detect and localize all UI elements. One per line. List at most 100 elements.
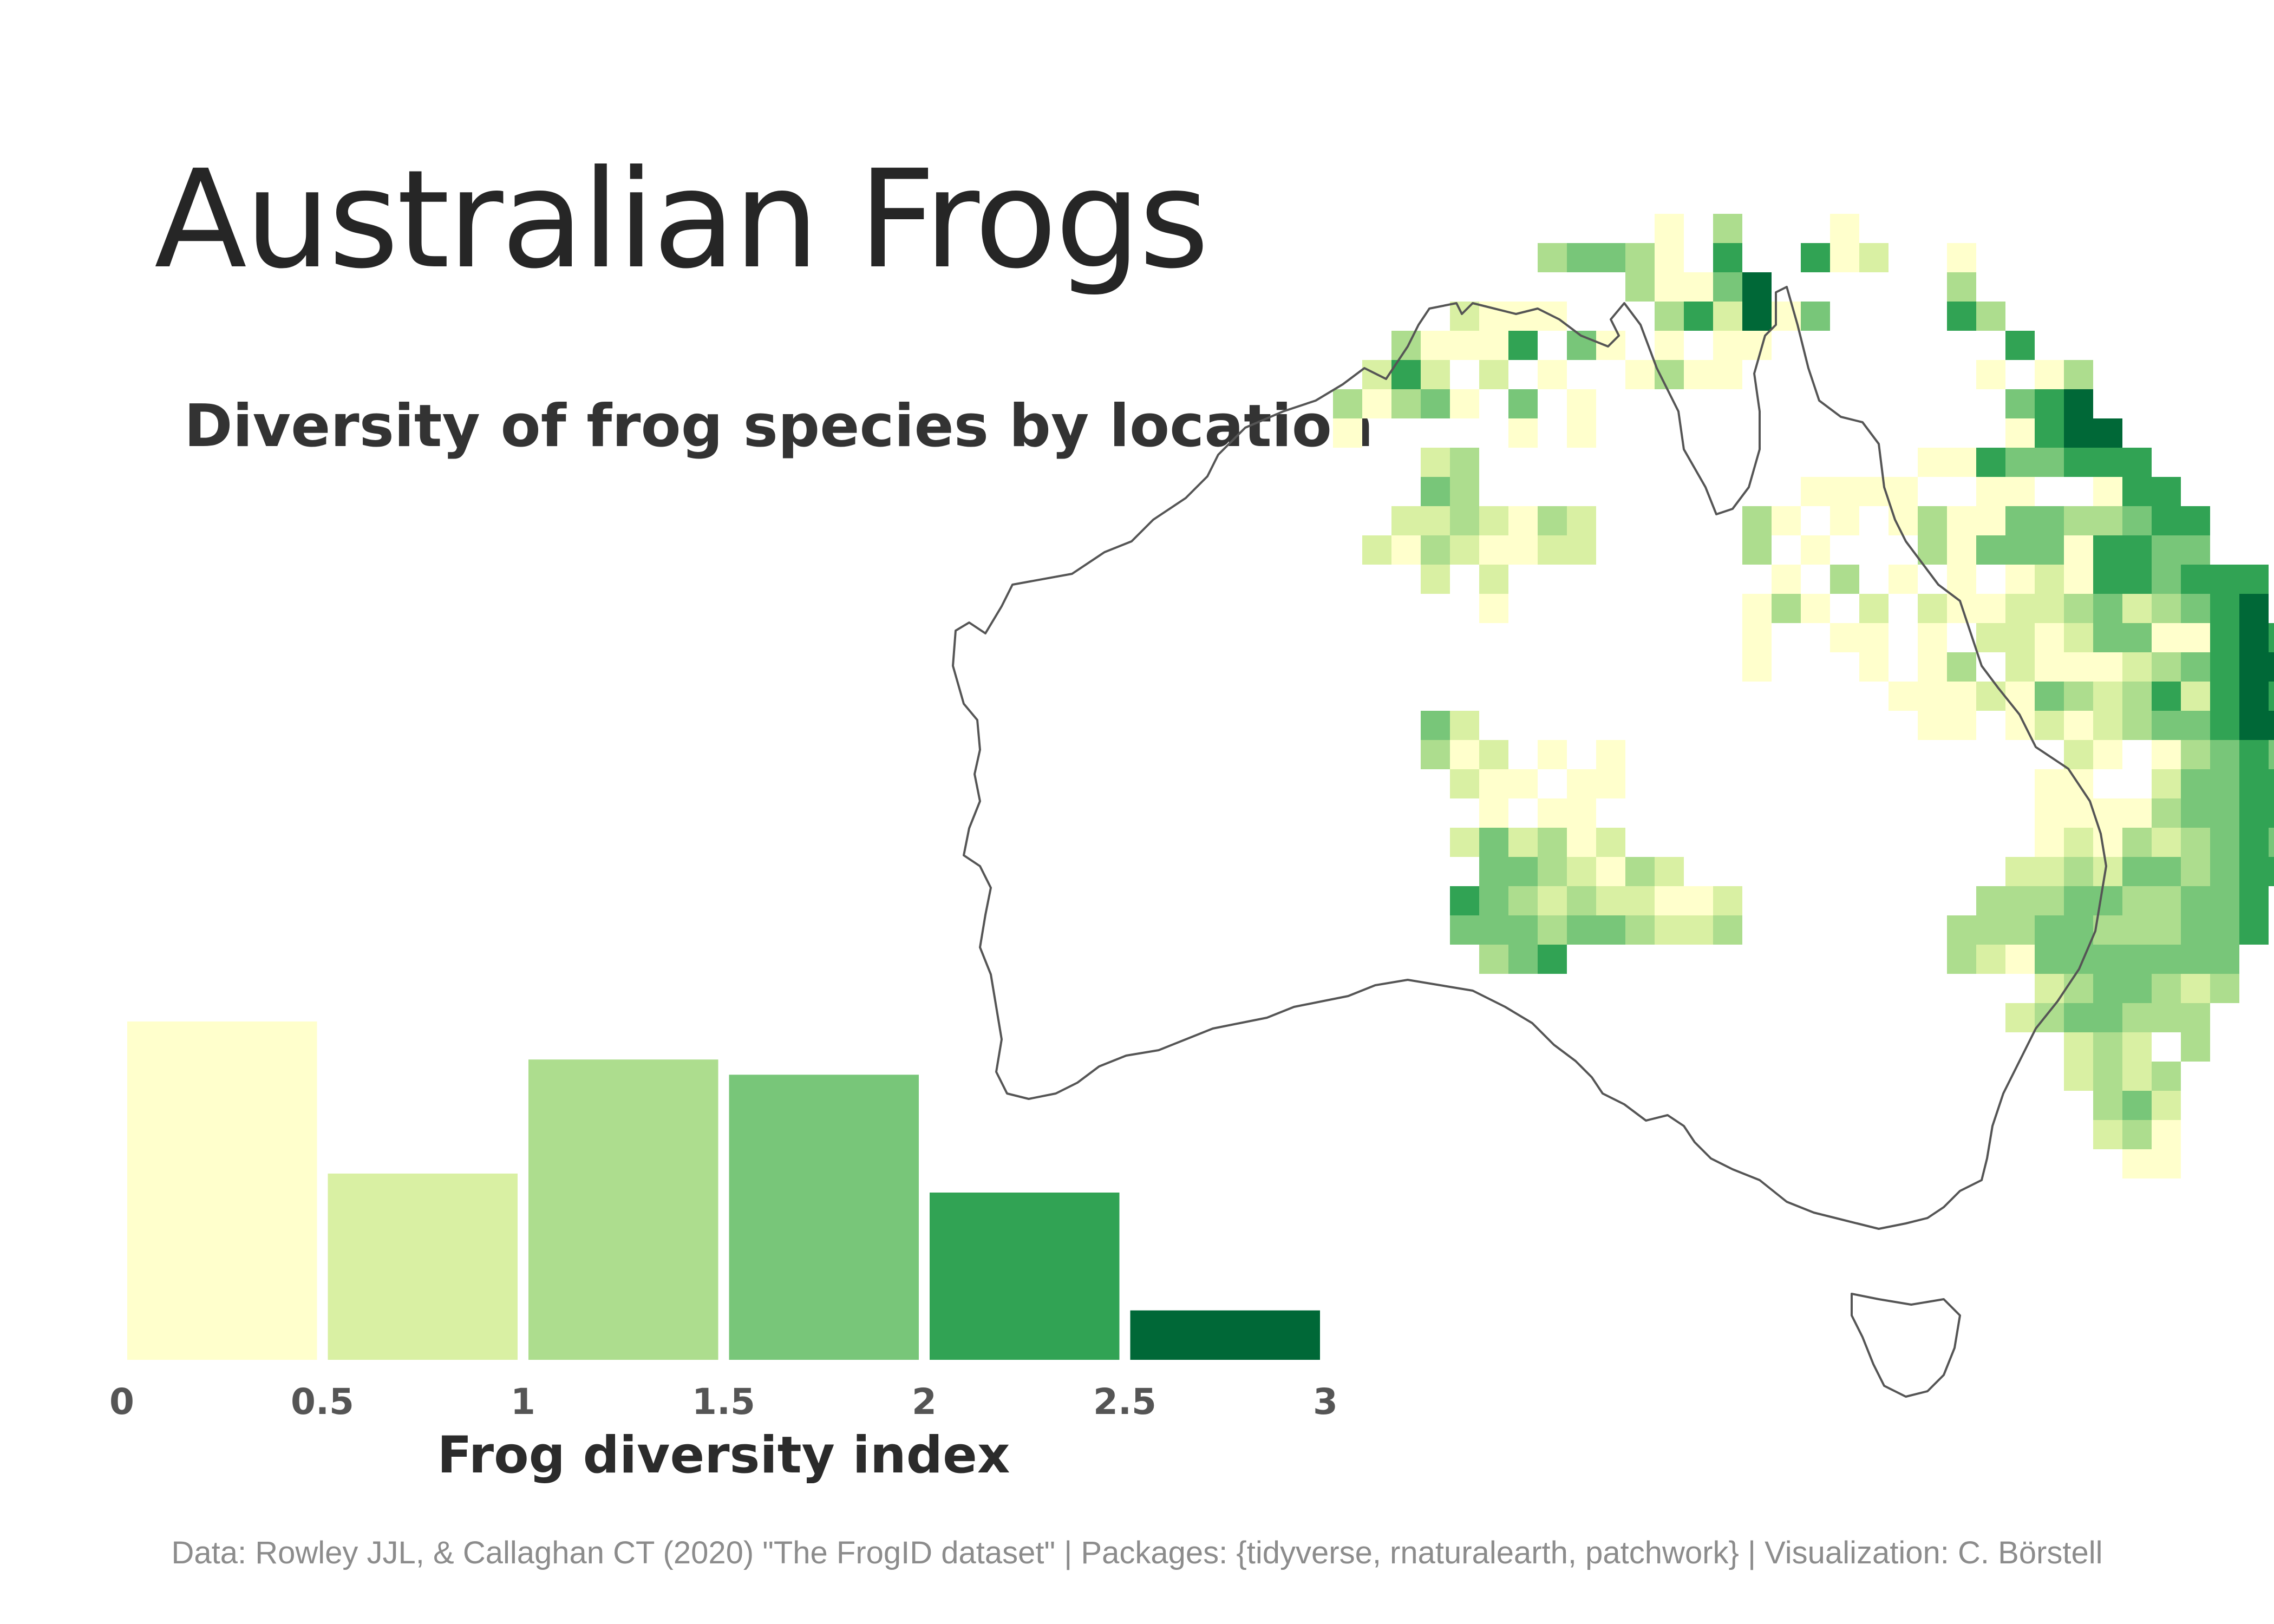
map-cell — [1742, 594, 1772, 623]
map-cell — [2064, 886, 2093, 915]
map-cell — [1918, 652, 1947, 682]
map-cell — [1362, 535, 1391, 565]
map-cell — [1976, 506, 2005, 535]
map-cell — [2093, 535, 2122, 565]
map-cell — [2035, 535, 2064, 565]
map-cell — [2152, 682, 2181, 711]
map-cell — [1655, 331, 1684, 360]
map-cell — [2152, 769, 2181, 798]
map-cell — [1567, 769, 1596, 798]
map-cell — [2122, 535, 2152, 565]
map-cell — [2122, 565, 2152, 594]
map-cell — [1625, 272, 1655, 302]
map-cell — [2181, 1003, 2210, 1032]
map-cell — [1596, 915, 1625, 945]
map-cell — [1859, 652, 1889, 682]
map-cell — [2181, 798, 2210, 828]
map-cell — [1713, 214, 1742, 243]
map-cell — [1479, 828, 1508, 857]
map-cell — [1947, 652, 1976, 682]
map-cell — [1479, 565, 1508, 594]
map-cell — [1596, 331, 1625, 360]
map-cell — [1538, 243, 1567, 272]
map-cell — [2122, 652, 2152, 682]
map-cell — [2035, 798, 2064, 828]
map-cell — [2181, 857, 2210, 886]
map-cell — [1947, 565, 1976, 594]
x-tick-label: 2.5 — [1093, 1381, 1156, 1423]
map-cell — [2152, 594, 2181, 623]
map-cell — [1830, 565, 1859, 594]
map-cell — [1772, 565, 1801, 594]
map-cell — [1976, 535, 2005, 565]
map-cell — [2210, 623, 2239, 652]
map-cell — [2005, 565, 2035, 594]
map-cell — [1713, 915, 1742, 945]
map-cell — [2122, 477, 2152, 506]
map-cell — [1947, 302, 1976, 331]
map-cell — [1479, 798, 1508, 828]
map-cell — [1655, 243, 1684, 272]
map-cell — [2005, 623, 2035, 652]
map-cell — [2181, 506, 2210, 535]
map-cell — [2093, 477, 2122, 506]
map-cell — [2152, 798, 2181, 828]
map-cell — [1742, 623, 1772, 652]
map-cell — [1684, 915, 1713, 945]
map-cell — [1976, 623, 2005, 652]
map-cell — [2181, 740, 2210, 769]
map-cell — [1713, 243, 1742, 272]
x-tick-label: 1 — [511, 1381, 535, 1423]
map-cell — [2122, 682, 2152, 711]
map-cell — [1508, 331, 1538, 360]
map-cell — [2122, 915, 2152, 945]
map-cell — [2181, 886, 2210, 915]
map-cell — [1742, 506, 1772, 535]
map-cell — [2239, 828, 2269, 857]
map-cell — [2064, 652, 2093, 682]
map-cell — [2210, 886, 2239, 915]
map-cell — [1625, 243, 1655, 272]
map-cell — [2035, 945, 2064, 974]
map-cell — [2035, 360, 2064, 389]
map-cell — [2064, 389, 2093, 418]
map-cell — [2122, 945, 2152, 974]
map-cell — [2035, 652, 2064, 682]
map-cell — [2269, 623, 2274, 652]
map-cell — [1625, 915, 1655, 945]
histogram-bar-3 — [729, 1075, 919, 1360]
map-cell — [2093, 418, 2122, 448]
map-cell — [1567, 857, 1596, 886]
map-cell — [1538, 740, 1567, 769]
map-cell — [2269, 828, 2274, 857]
map-cell — [1655, 272, 1684, 302]
australia-coastline — [952, 286, 2107, 1230]
map-cell — [1596, 243, 1625, 272]
map-cell — [1538, 828, 1567, 857]
map-cell — [1538, 506, 1567, 535]
map-cell — [2064, 565, 2093, 594]
map-cell — [1976, 360, 2005, 389]
map-cell — [1918, 535, 1947, 565]
map-cell — [1391, 331, 1421, 360]
map-cell — [2064, 360, 2093, 389]
map-cell — [2035, 506, 2064, 535]
map-cell — [1538, 915, 1567, 945]
map-cell — [1450, 711, 1479, 740]
chart-title: Australian Frogs — [154, 141, 1210, 298]
map-cell — [2210, 857, 2239, 886]
chart-subtitle: Diversity of frog species by location — [184, 392, 1374, 460]
map-cell — [2093, 886, 2122, 915]
map-cell — [2122, 1032, 2152, 1062]
map-cell — [1976, 594, 2005, 623]
map-cell — [2093, 857, 2122, 886]
map-cell — [2122, 857, 2152, 886]
map-cell — [2005, 535, 2035, 565]
map-cell — [1655, 857, 1684, 886]
map-cell — [1859, 243, 1889, 272]
map-cell — [1450, 915, 1479, 945]
map-cell — [2152, 711, 2181, 740]
map-cell — [1421, 389, 1450, 418]
map-cell — [1450, 828, 1479, 857]
map-cell — [1450, 535, 1479, 565]
